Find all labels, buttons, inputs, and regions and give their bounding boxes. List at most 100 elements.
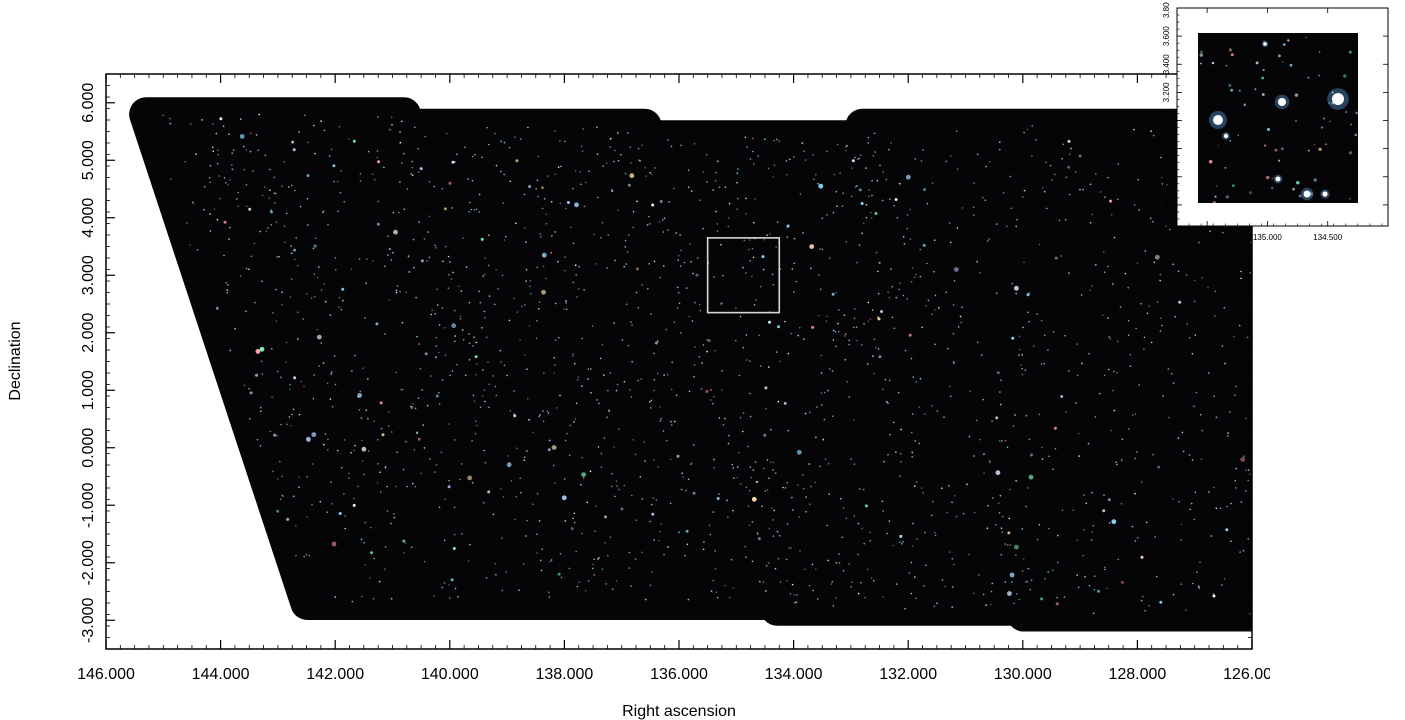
inset-bright-star — [1213, 115, 1223, 125]
star — [289, 296, 292, 298]
star — [859, 154, 862, 156]
star — [376, 156, 379, 159]
star — [744, 545, 746, 548]
star — [1159, 330, 1162, 332]
star — [467, 178, 469, 180]
star — [1140, 481, 1143, 483]
star — [495, 573, 497, 576]
star — [678, 302, 681, 305]
star — [832, 339, 835, 341]
star — [1078, 154, 1082, 158]
star — [1165, 225, 1167, 227]
star — [545, 277, 547, 280]
star — [753, 221, 755, 224]
star — [399, 181, 401, 183]
star — [231, 152, 233, 154]
star — [854, 156, 856, 159]
star — [805, 496, 807, 498]
star — [593, 233, 595, 236]
star — [1181, 431, 1184, 434]
star — [1235, 385, 1237, 388]
star — [196, 249, 199, 251]
star — [222, 125, 225, 127]
star — [330, 148, 333, 151]
star — [536, 179, 539, 181]
star — [904, 349, 907, 352]
star — [513, 413, 515, 415]
star — [434, 471, 436, 473]
x-tick-label: 130.000 — [994, 666, 1052, 683]
star — [363, 473, 365, 476]
star — [271, 396, 273, 398]
star — [1180, 539, 1182, 541]
star — [347, 472, 350, 475]
star — [631, 360, 633, 363]
star — [1180, 523, 1183, 526]
star — [655, 499, 658, 501]
star — [468, 333, 470, 335]
star — [468, 301, 471, 304]
star — [473, 336, 475, 339]
star — [890, 142, 892, 144]
star — [217, 153, 219, 156]
star — [738, 374, 741, 377]
star — [1234, 394, 1236, 397]
star — [584, 181, 587, 184]
star — [714, 180, 717, 182]
star — [1227, 432, 1229, 434]
star — [1214, 290, 1217, 293]
star — [821, 248, 824, 251]
star — [838, 553, 840, 555]
star — [625, 263, 627, 265]
star — [548, 591, 550, 594]
star — [615, 389, 618, 392]
star — [400, 120, 403, 123]
inset-bright-star — [1278, 98, 1286, 106]
star — [393, 513, 395, 515]
star — [1082, 188, 1084, 191]
star — [653, 379, 656, 381]
star — [581, 456, 583, 459]
star — [649, 223, 651, 225]
star — [344, 515, 347, 517]
star — [799, 193, 802, 195]
star — [745, 486, 748, 489]
star — [454, 309, 456, 312]
star — [441, 379, 444, 381]
star — [962, 512, 965, 515]
star — [272, 470, 274, 473]
star — [1247, 469, 1250, 471]
star — [1268, 607, 1270, 609]
star — [690, 261, 692, 263]
star — [281, 185, 283, 188]
star — [1021, 373, 1024, 376]
star — [770, 461, 772, 463]
star — [848, 396, 850, 398]
star — [399, 141, 402, 144]
star — [1087, 442, 1090, 445]
star — [209, 181, 211, 184]
star — [748, 524, 751, 526]
star — [1006, 225, 1008, 227]
star — [1178, 300, 1182, 304]
star — [364, 563, 367, 566]
star — [316, 334, 322, 340]
star — [502, 496, 505, 498]
star — [538, 307, 540, 310]
star — [687, 169, 690, 171]
star — [1120, 580, 1124, 584]
inset-star — [1329, 120, 1331, 122]
star — [1090, 539, 1093, 541]
star — [911, 545, 914, 547]
star — [268, 197, 271, 200]
star — [662, 231, 665, 233]
star — [819, 248, 821, 250]
star — [438, 506, 441, 509]
star — [386, 485, 388, 488]
star — [418, 221, 420, 223]
star — [999, 141, 1001, 143]
star — [978, 574, 980, 576]
star — [989, 461, 991, 464]
star — [1171, 372, 1173, 375]
star — [1140, 302, 1142, 305]
